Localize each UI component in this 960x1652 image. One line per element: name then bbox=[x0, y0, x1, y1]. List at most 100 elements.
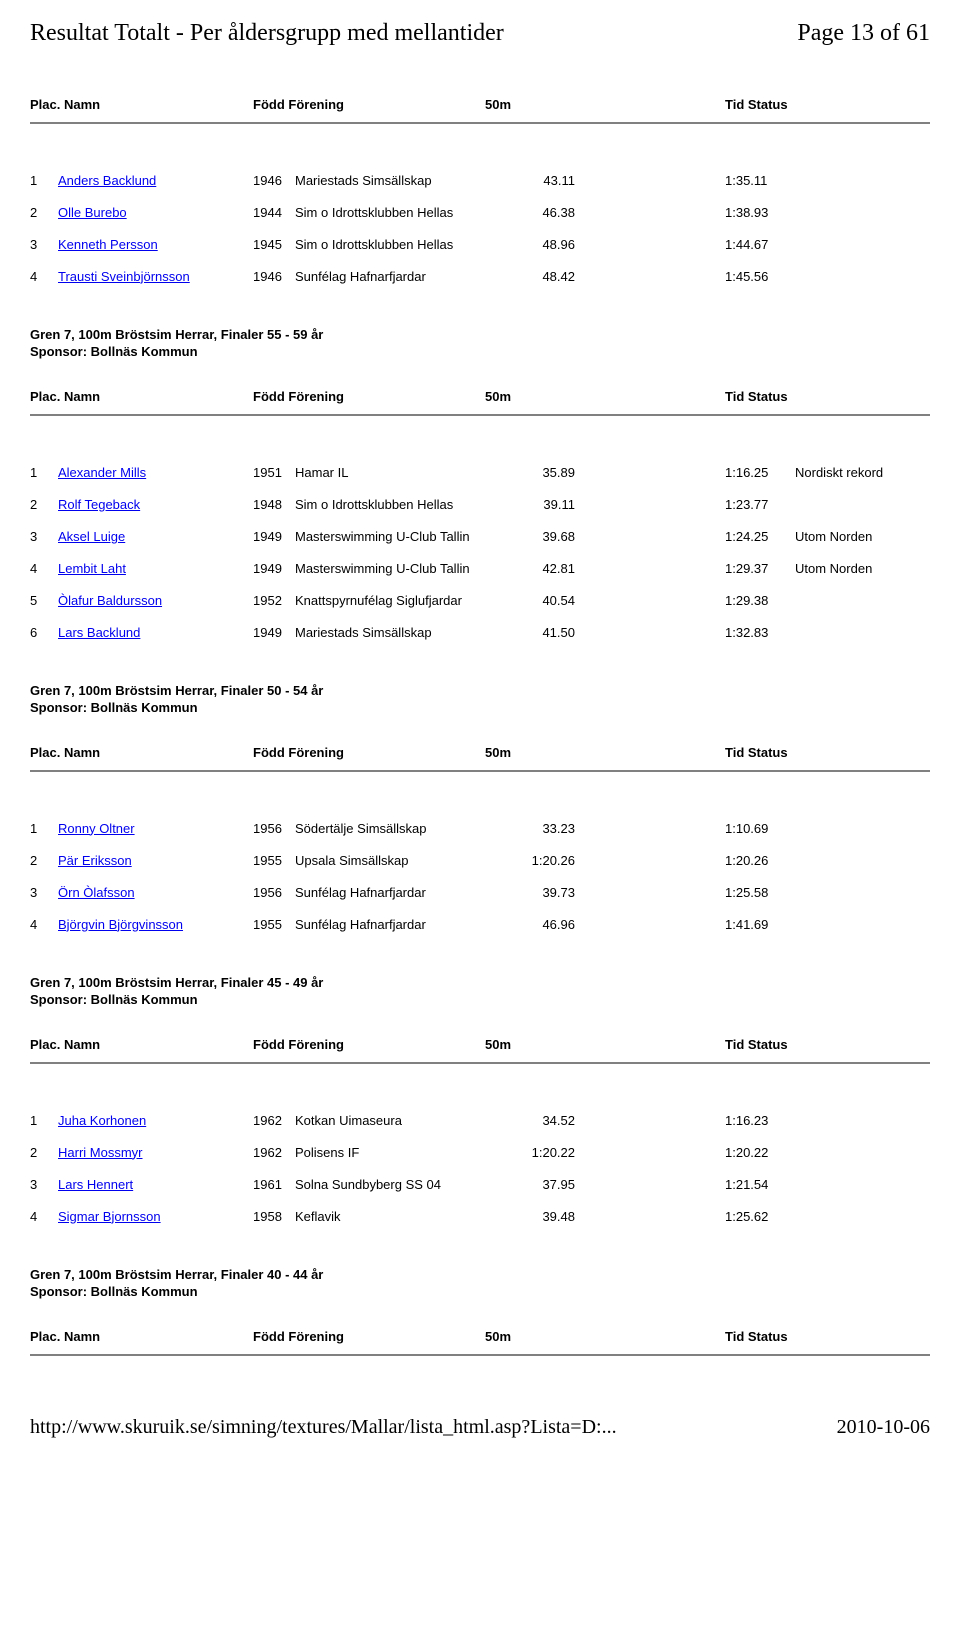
result-row: 6Lars Backlund1949Mariestads Simsällskap… bbox=[30, 616, 930, 648]
results-block: 1Alexander Mills1951Hamar IL35.891:16.25… bbox=[30, 456, 930, 648]
cell-50m: 1:20.26 bbox=[485, 853, 725, 868]
cell-club: Södertälje Simsällskap bbox=[295, 821, 485, 836]
cell-plac: 3 bbox=[30, 529, 58, 544]
cell-year: 1956 bbox=[253, 885, 295, 900]
cell-50m: 39.68 bbox=[485, 529, 725, 544]
cell-plac: 1 bbox=[30, 821, 58, 836]
cell-name: Òlafur Baldursson bbox=[58, 593, 253, 608]
col-tid-status: Tid Status bbox=[725, 1329, 930, 1344]
col-fodd-forening: Född Förening bbox=[253, 1329, 485, 1344]
athlete-link[interactable]: Olle Burebo bbox=[58, 205, 127, 220]
col-fodd-forening: Född Förening bbox=[253, 97, 485, 112]
athlete-link[interactable]: Trausti Sveinbjörnsson bbox=[58, 269, 190, 284]
event-sponsor: Sponsor: Bollnäs Kommun bbox=[30, 700, 930, 715]
result-row: 4Lembit Laht1949Masterswimming U-Club Ta… bbox=[30, 552, 930, 584]
cell-plac: 4 bbox=[30, 561, 58, 576]
cell-tid: 1:20.26 bbox=[725, 853, 795, 868]
cell-tid: 1:38.93 bbox=[725, 205, 795, 220]
col-tid-status: Tid Status bbox=[725, 97, 930, 112]
cell-name: Trausti Sveinbjörnsson bbox=[58, 269, 253, 284]
cell-year: 1948 bbox=[253, 497, 295, 512]
results-block: 1Anders Backlund 1946 Mariestads Simsällsk… bbox=[30, 164, 930, 292]
athlete-link[interactable]: Lembit Laht bbox=[58, 561, 126, 576]
cell-tid: 1:45.56 bbox=[725, 269, 795, 284]
athlete-link[interactable]: Anders Backlund bbox=[58, 173, 156, 188]
athlete-link[interactable]: Juha Korhonen bbox=[58, 1113, 146, 1128]
cell-club: Polisens IF bbox=[295, 1145, 485, 1160]
cell-status: Utom Norden bbox=[795, 529, 930, 544]
cell-club: Mariestads Simsällskap bbox=[295, 173, 485, 188]
cell-year: 1956 bbox=[253, 821, 295, 836]
cell-club: Solna Sundbyberg SS 04 bbox=[295, 1177, 485, 1192]
footer-date: 2010-10-06 bbox=[837, 1416, 930, 1439]
event-sponsor: Sponsor: Bollnäs Kommun bbox=[30, 1284, 930, 1299]
col-tid-status: Tid Status bbox=[725, 745, 930, 760]
col-plac-namn: Plac. Namn bbox=[30, 1037, 253, 1052]
result-row: 2Harri Mossmyr1962Polisens IF1:20.221:20… bbox=[30, 1136, 930, 1168]
cell-50m: 39.11 bbox=[485, 497, 725, 512]
col-fodd-forening: Född Förening bbox=[253, 389, 485, 404]
col-50m: 50m bbox=[485, 1037, 725, 1052]
cell-year: 1946 bbox=[253, 269, 295, 284]
cell-year: 1949 bbox=[253, 625, 295, 640]
result-row: 4Trausti Sveinbjörnsson1946Sunfélag Hafn… bbox=[30, 260, 930, 292]
cell-year: 1962 bbox=[253, 1113, 295, 1128]
col-plac-namn: Plac. Namn bbox=[30, 1329, 253, 1344]
cell-status: Utom Norden bbox=[795, 561, 930, 576]
header-rule bbox=[30, 1354, 930, 1356]
result-row: 3Lars Hennert1961Solna Sundbyberg SS 043… bbox=[30, 1168, 930, 1200]
col-plac-namn: Plac. Namn bbox=[30, 97, 253, 112]
cell-tid: 1:25.62 bbox=[725, 1209, 795, 1224]
athlete-link[interactable]: Björgvin Björgvinsson bbox=[58, 917, 183, 932]
cell-club: Sunfélag Hafnarfjardar bbox=[295, 917, 485, 932]
cell-name: Kenneth Persson bbox=[58, 237, 253, 252]
header-rule bbox=[30, 1062, 930, 1064]
cell-plac: 1 bbox=[30, 173, 58, 188]
cell-name: Björgvin Björgvinsson bbox=[58, 917, 253, 932]
cell-year: 1955 bbox=[253, 917, 295, 932]
event-title: Gren 7, 100m Bröstsim Herrar, Finaler 55… bbox=[30, 327, 930, 342]
cell-year: 1955 bbox=[253, 853, 295, 868]
athlete-link[interactable]: Aksel Luige bbox=[58, 529, 125, 544]
col-tid-status: Tid Status bbox=[725, 389, 930, 404]
cell-tid: 1:44.67 bbox=[725, 237, 795, 252]
athlete-link[interactable]: Ronny Oltner bbox=[58, 821, 135, 836]
cell-tid: 1:29.38 bbox=[725, 593, 795, 608]
athlete-link[interactable]: Sigmar Bjornsson bbox=[58, 1209, 161, 1224]
event-sponsor: Sponsor: Bollnäs Kommun bbox=[30, 344, 930, 359]
result-row: 1Ronny Oltner1956Södertälje Simsällskap3… bbox=[30, 812, 930, 844]
header-rule bbox=[30, 414, 930, 416]
athlete-link[interactable]: Alexander Mills bbox=[58, 465, 146, 480]
athlete-link[interactable]: Kenneth Persson bbox=[58, 237, 158, 252]
cell-name: Ronny Oltner bbox=[58, 821, 253, 836]
result-row: 1Anders Backlund1946Mariestads Simsällsk… bbox=[30, 164, 930, 196]
cell-plac: 2 bbox=[30, 497, 58, 512]
cell-tid: 1:35.11 bbox=[725, 173, 795, 188]
cell-tid: 1:29.37 bbox=[725, 561, 795, 576]
column-header-row: Plac. NamnFödd Förening50mTid Status bbox=[30, 389, 930, 408]
athlete-link[interactable]: Örn Òlafsson bbox=[58, 885, 135, 900]
athlete-link[interactable]: Rolf Tegeback bbox=[58, 497, 140, 512]
cell-50m: 46.96 bbox=[485, 917, 725, 932]
cell-50m: 40.54 bbox=[485, 593, 725, 608]
column-header-row: Plac. NamnFödd Förening50mTid Status bbox=[30, 97, 930, 116]
result-row: 4Sigmar Bjornsson1958Keflavik39.481:25.6… bbox=[30, 1200, 930, 1232]
cell-plac: 4 bbox=[30, 917, 58, 932]
cell-50m: 39.48 bbox=[485, 1209, 725, 1224]
athlete-link[interactable]: Pär Eriksson bbox=[58, 853, 132, 868]
cell-plac: 2 bbox=[30, 853, 58, 868]
cell-year: 1962 bbox=[253, 1145, 295, 1160]
athlete-link[interactable]: Lars Hennert bbox=[58, 1177, 133, 1192]
cell-tid: 1:25.58 bbox=[725, 885, 795, 900]
cell-50m: 34.52 bbox=[485, 1113, 725, 1128]
event-sponsor: Sponsor: Bollnäs Kommun bbox=[30, 992, 930, 1007]
cell-name: Aksel Luige bbox=[58, 529, 253, 544]
athlete-link[interactable]: Harri Mossmyr bbox=[58, 1145, 143, 1160]
athlete-link[interactable]: Lars Backlund bbox=[58, 625, 140, 640]
cell-50m: 39.73 bbox=[485, 885, 725, 900]
cell-name: Harri Mossmyr bbox=[58, 1145, 253, 1160]
cell-club: Hamar IL bbox=[295, 465, 485, 480]
cell-name: Sigmar Bjornsson bbox=[58, 1209, 253, 1224]
cell-club: Sunfélag Hafnarfjardar bbox=[295, 269, 485, 284]
athlete-link[interactable]: Òlafur Baldursson bbox=[58, 593, 162, 608]
